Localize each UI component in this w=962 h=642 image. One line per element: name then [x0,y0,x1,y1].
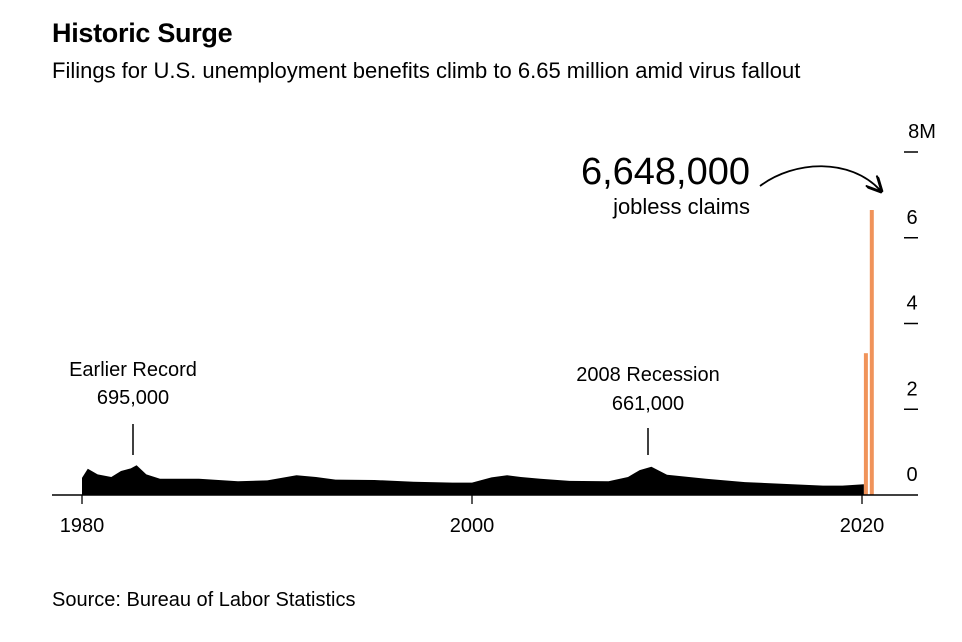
x-tick-label: 2000 [450,515,495,537]
chart-subtitle: Filings for U.S. unemployment benefits c… [52,58,801,83]
y-tick-label: 6 [906,207,917,229]
highlight-label: jobless claims [612,194,750,219]
y-tick-label: 0 [906,464,917,486]
x-tick-label: 2020 [840,515,885,537]
source-note: Source: Bureau of Labor Statistics [52,589,356,611]
highlight-bar-2 [869,210,874,495]
highlight-bars-layer [863,210,874,495]
axes: 1980 2000 2020 8M 6 4 2 0 [52,121,936,537]
recession-label: 2008 Recession [576,364,719,386]
y-tick-label: 8M [908,121,936,143]
highlight-bar-1 [863,353,868,495]
highlight-arrow [759,165,880,190]
x-tick-label: 1980 [60,515,105,537]
earlier-record-label: Earlier Record [69,359,197,381]
highlight-value: 6,648,000 [581,151,750,193]
recession-value: 661,000 [612,393,684,415]
y-tick-label: 4 [906,293,917,315]
chart-title: Historic Surge [52,18,233,48]
earlier-record-value: 695,000 [97,387,169,409]
y-tick-label: 2 [906,378,917,400]
history-claims-area [82,465,864,495]
history-area-layer [82,465,864,495]
